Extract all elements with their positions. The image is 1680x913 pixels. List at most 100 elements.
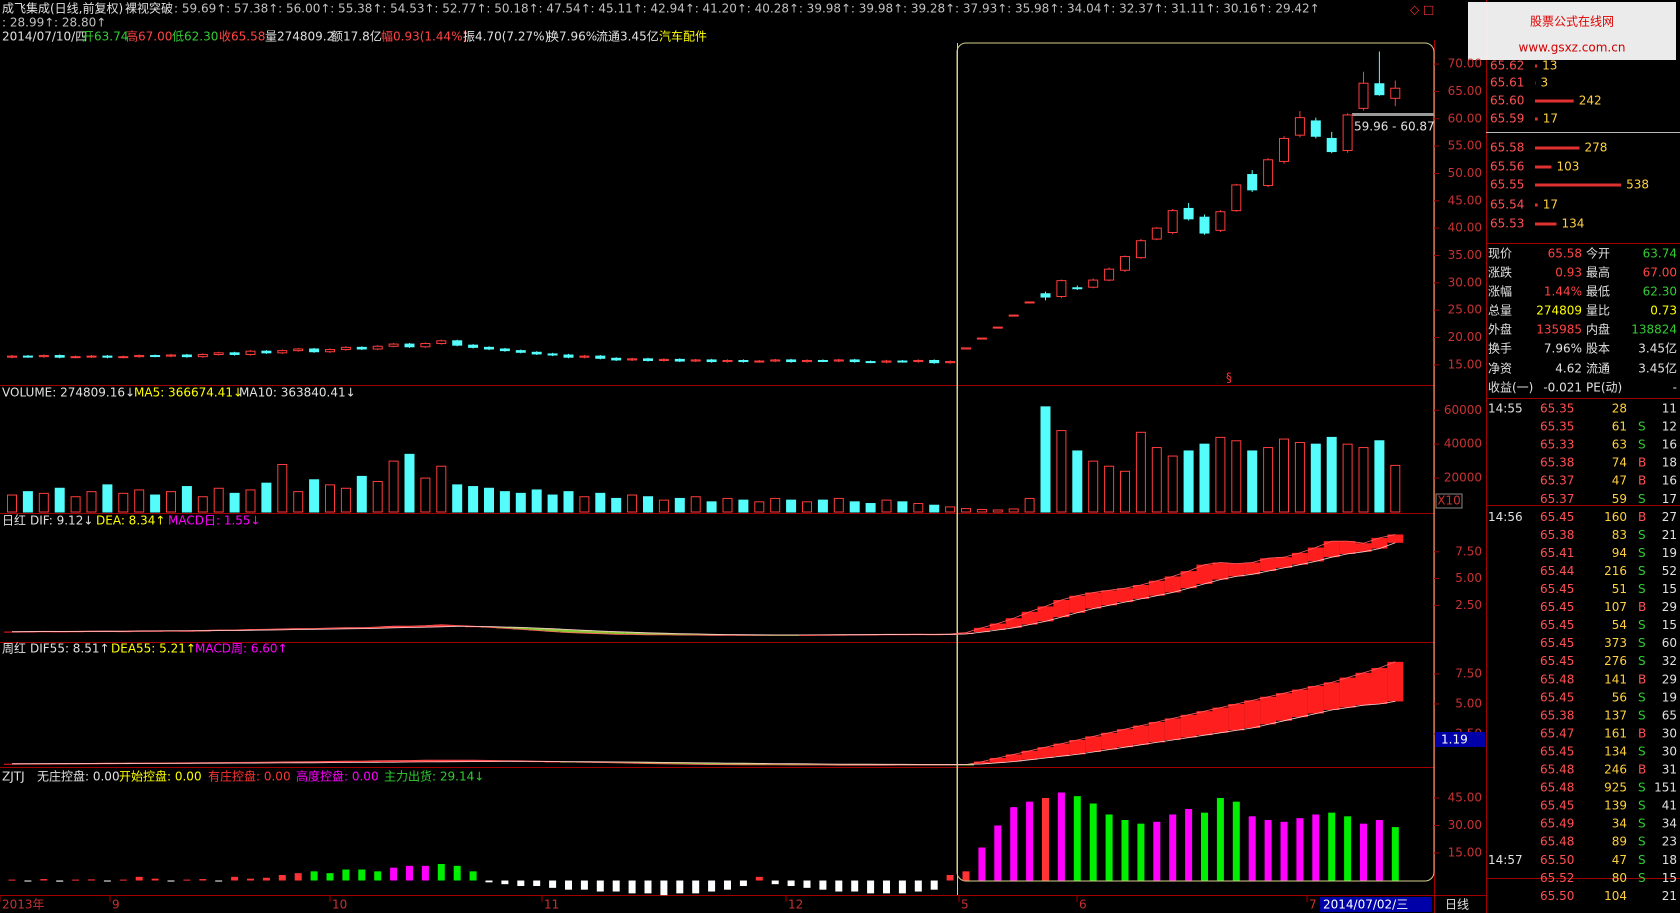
macd-band — [1085, 592, 1102, 609]
volume-bar — [881, 499, 892, 513]
tick-count: 34 — [1662, 817, 1677, 831]
macd-band — [465, 760, 482, 762]
macd-band — [1180, 714, 1197, 738]
tick-price: 65.45 — [1540, 654, 1574, 668]
tick-price: 65.49 — [1540, 817, 1574, 831]
indicator-label: MA10: 363840.41↓ — [239, 386, 356, 400]
macd-band — [1085, 736, 1102, 752]
volume-bar — [754, 501, 765, 513]
zjtj-bar — [453, 865, 461, 881]
book-price: 65.61 — [1490, 76, 1524, 90]
volume-bar — [277, 464, 288, 513]
macd-band — [1053, 599, 1070, 618]
candle-body — [579, 355, 590, 358]
tick-volume: 28 — [1612, 402, 1627, 416]
volume-bar — [261, 482, 272, 513]
zjtj-bar — [612, 880, 620, 892]
candle-body — [1326, 137, 1337, 153]
date-label: 12 — [788, 898, 803, 912]
macd-band — [1037, 747, 1054, 758]
candle-body — [340, 346, 351, 351]
candle-body — [1040, 293, 1051, 298]
volume-bar — [118, 492, 129, 513]
candle-body — [674, 358, 685, 362]
quote-info: 汽车配件 — [659, 29, 707, 44]
candle-body — [595, 355, 606, 359]
stat-value: -0.021 — [1543, 381, 1582, 395]
candle-body — [881, 360, 892, 363]
book-bar — [1535, 165, 1552, 169]
tick-price: 65.48 — [1540, 672, 1574, 686]
zjtj-bar — [390, 867, 398, 881]
tick-time: 14:57 — [1488, 853, 1523, 867]
candle-body — [738, 359, 749, 363]
stat-value: 3.45亿 — [1638, 341, 1677, 356]
zjtj-bar — [326, 873, 334, 881]
y-tick-label: 60.00 — [1448, 111, 1482, 125]
level-value: : 45.11↑ — [591, 2, 643, 16]
tick-count: 41 — [1662, 799, 1677, 813]
zjtj-bar — [676, 880, 684, 894]
stat-label: 流通 — [1586, 362, 1610, 376]
zjtj-bar — [883, 880, 890, 894]
volume-bar — [22, 491, 33, 513]
book-bar — [1535, 64, 1538, 68]
candle-body — [833, 359, 844, 362]
tick-volume: 276 — [1604, 654, 1627, 668]
volume-bar — [770, 497, 781, 513]
candle-body — [563, 354, 574, 358]
tick-volume: 104 — [1604, 889, 1627, 903]
macd-band — [1148, 721, 1165, 743]
zjtj-bar — [56, 880, 64, 882]
tick-count: 31 — [1662, 763, 1677, 777]
stat-label: 换手 — [1488, 342, 1512, 356]
level-value: : 39.98↑ — [799, 2, 851, 16]
tick-price: 65.38 — [1540, 456, 1574, 470]
tick-volume: 216 — [1604, 564, 1627, 578]
tick-count: 16 — [1662, 438, 1677, 452]
tick-side: S — [1638, 690, 1646, 704]
candle-body — [929, 359, 940, 364]
volume-bar — [643, 496, 653, 513]
macd-band — [1387, 661, 1404, 702]
macd-band — [973, 761, 990, 764]
volume-bar — [150, 494, 161, 513]
volume-bar — [722, 497, 733, 513]
volume-bar — [1151, 447, 1162, 513]
cursor-date-box — [1320, 897, 1432, 912]
macd-band — [1005, 754, 1022, 762]
candle-body — [70, 356, 81, 359]
tick-count: 29 — [1662, 672, 1677, 686]
zjtj-bar — [819, 880, 827, 890]
candle-body — [134, 355, 145, 358]
level-value: : 42.94↑ — [643, 2, 695, 16]
tick-volume: 63 — [1612, 438, 1627, 452]
stat-label: 涨幅 — [1488, 284, 1512, 299]
macd-band — [337, 627, 354, 629]
macd-band — [1244, 700, 1261, 728]
book-bar — [1535, 222, 1557, 226]
tick-side: S — [1638, 799, 1646, 813]
macd-band — [989, 623, 1006, 630]
tick-price: 65.45 — [1540, 636, 1574, 650]
stat-value: 65.58 — [1548, 247, 1582, 261]
candle-body — [452, 340, 463, 346]
tick-side: S — [1638, 817, 1646, 831]
candle-body — [547, 353, 558, 356]
quote-info: 量274809.2 — [265, 30, 334, 44]
candle-body — [802, 359, 812, 363]
tick-price: 65.35 — [1540, 420, 1574, 434]
macd-band — [1005, 618, 1022, 628]
candle-body — [1199, 216, 1210, 234]
candle-body — [1215, 211, 1226, 231]
zjtj-bar — [215, 880, 223, 882]
indicator-label: MACD日: 1.55↓ — [168, 514, 261, 528]
zjtj-bar — [421, 865, 429, 881]
volume-bar — [1374, 440, 1385, 513]
logo-url: www.gsxz.com.cn — [1519, 41, 1626, 55]
candle-body — [245, 350, 256, 355]
tick-volume: 56 — [1612, 690, 1627, 704]
zjtj-bar — [278, 875, 286, 881]
zjtj-bar — [1137, 823, 1145, 881]
zjtj-bar — [978, 847, 986, 881]
